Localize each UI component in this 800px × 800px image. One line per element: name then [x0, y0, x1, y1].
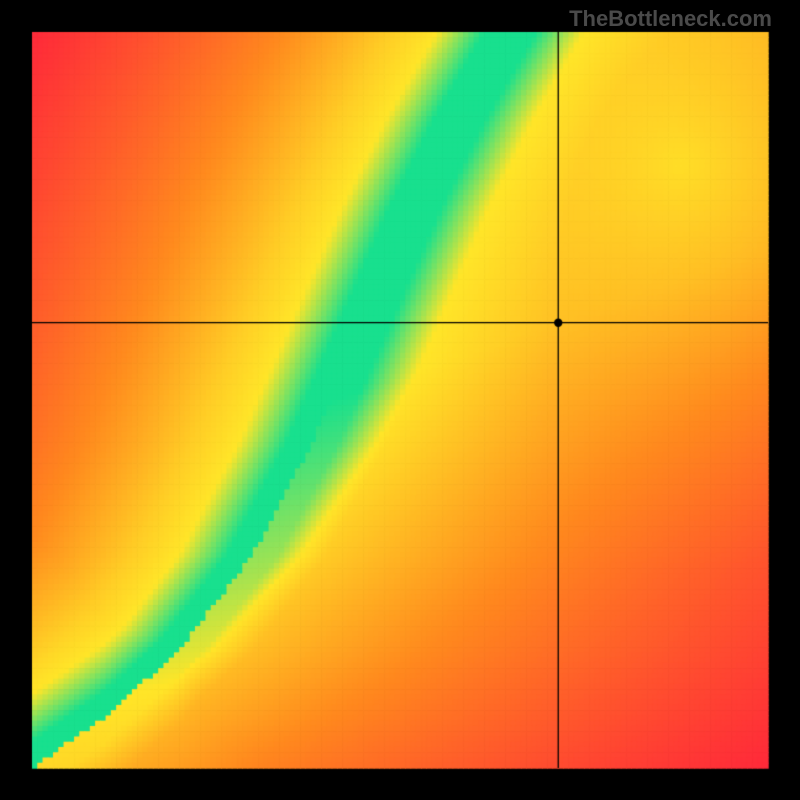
- bottleneck-heatmap: [0, 0, 800, 800]
- watermark-text: TheBottleneck.com: [569, 6, 772, 32]
- chart-container: TheBottleneck.com: [0, 0, 800, 800]
